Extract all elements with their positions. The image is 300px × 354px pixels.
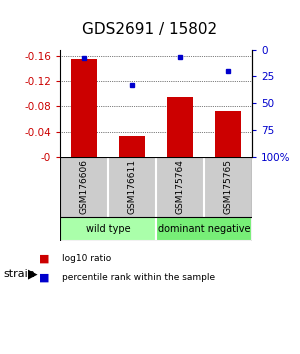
Text: wild type: wild type [86, 224, 130, 234]
Bar [156, 217, 252, 241]
Text: ■: ■ [39, 273, 50, 283]
Bar [119, 136, 145, 157]
Text: GSM175764: GSM175764 [176, 160, 184, 215]
Text: GSM176611: GSM176611 [128, 159, 136, 215]
Text: strain: strain [3, 269, 35, 279]
Text: ▶: ▶ [28, 268, 37, 281]
Text: GSM175765: GSM175765 [224, 159, 232, 215]
Text: GSM176606: GSM176606 [80, 159, 88, 215]
Text: dominant negative: dominant negative [158, 224, 250, 234]
Bar [71, 59, 97, 157]
Text: log10 ratio: log10 ratio [61, 254, 111, 263]
Text: ■: ■ [39, 253, 50, 263]
Bar [60, 217, 156, 241]
Bar [167, 97, 193, 157]
Text: GDS2691 / 15802: GDS2691 / 15802 [82, 22, 218, 37]
Text: percentile rank within the sample: percentile rank within the sample [61, 273, 214, 282]
Bar [215, 111, 241, 157]
